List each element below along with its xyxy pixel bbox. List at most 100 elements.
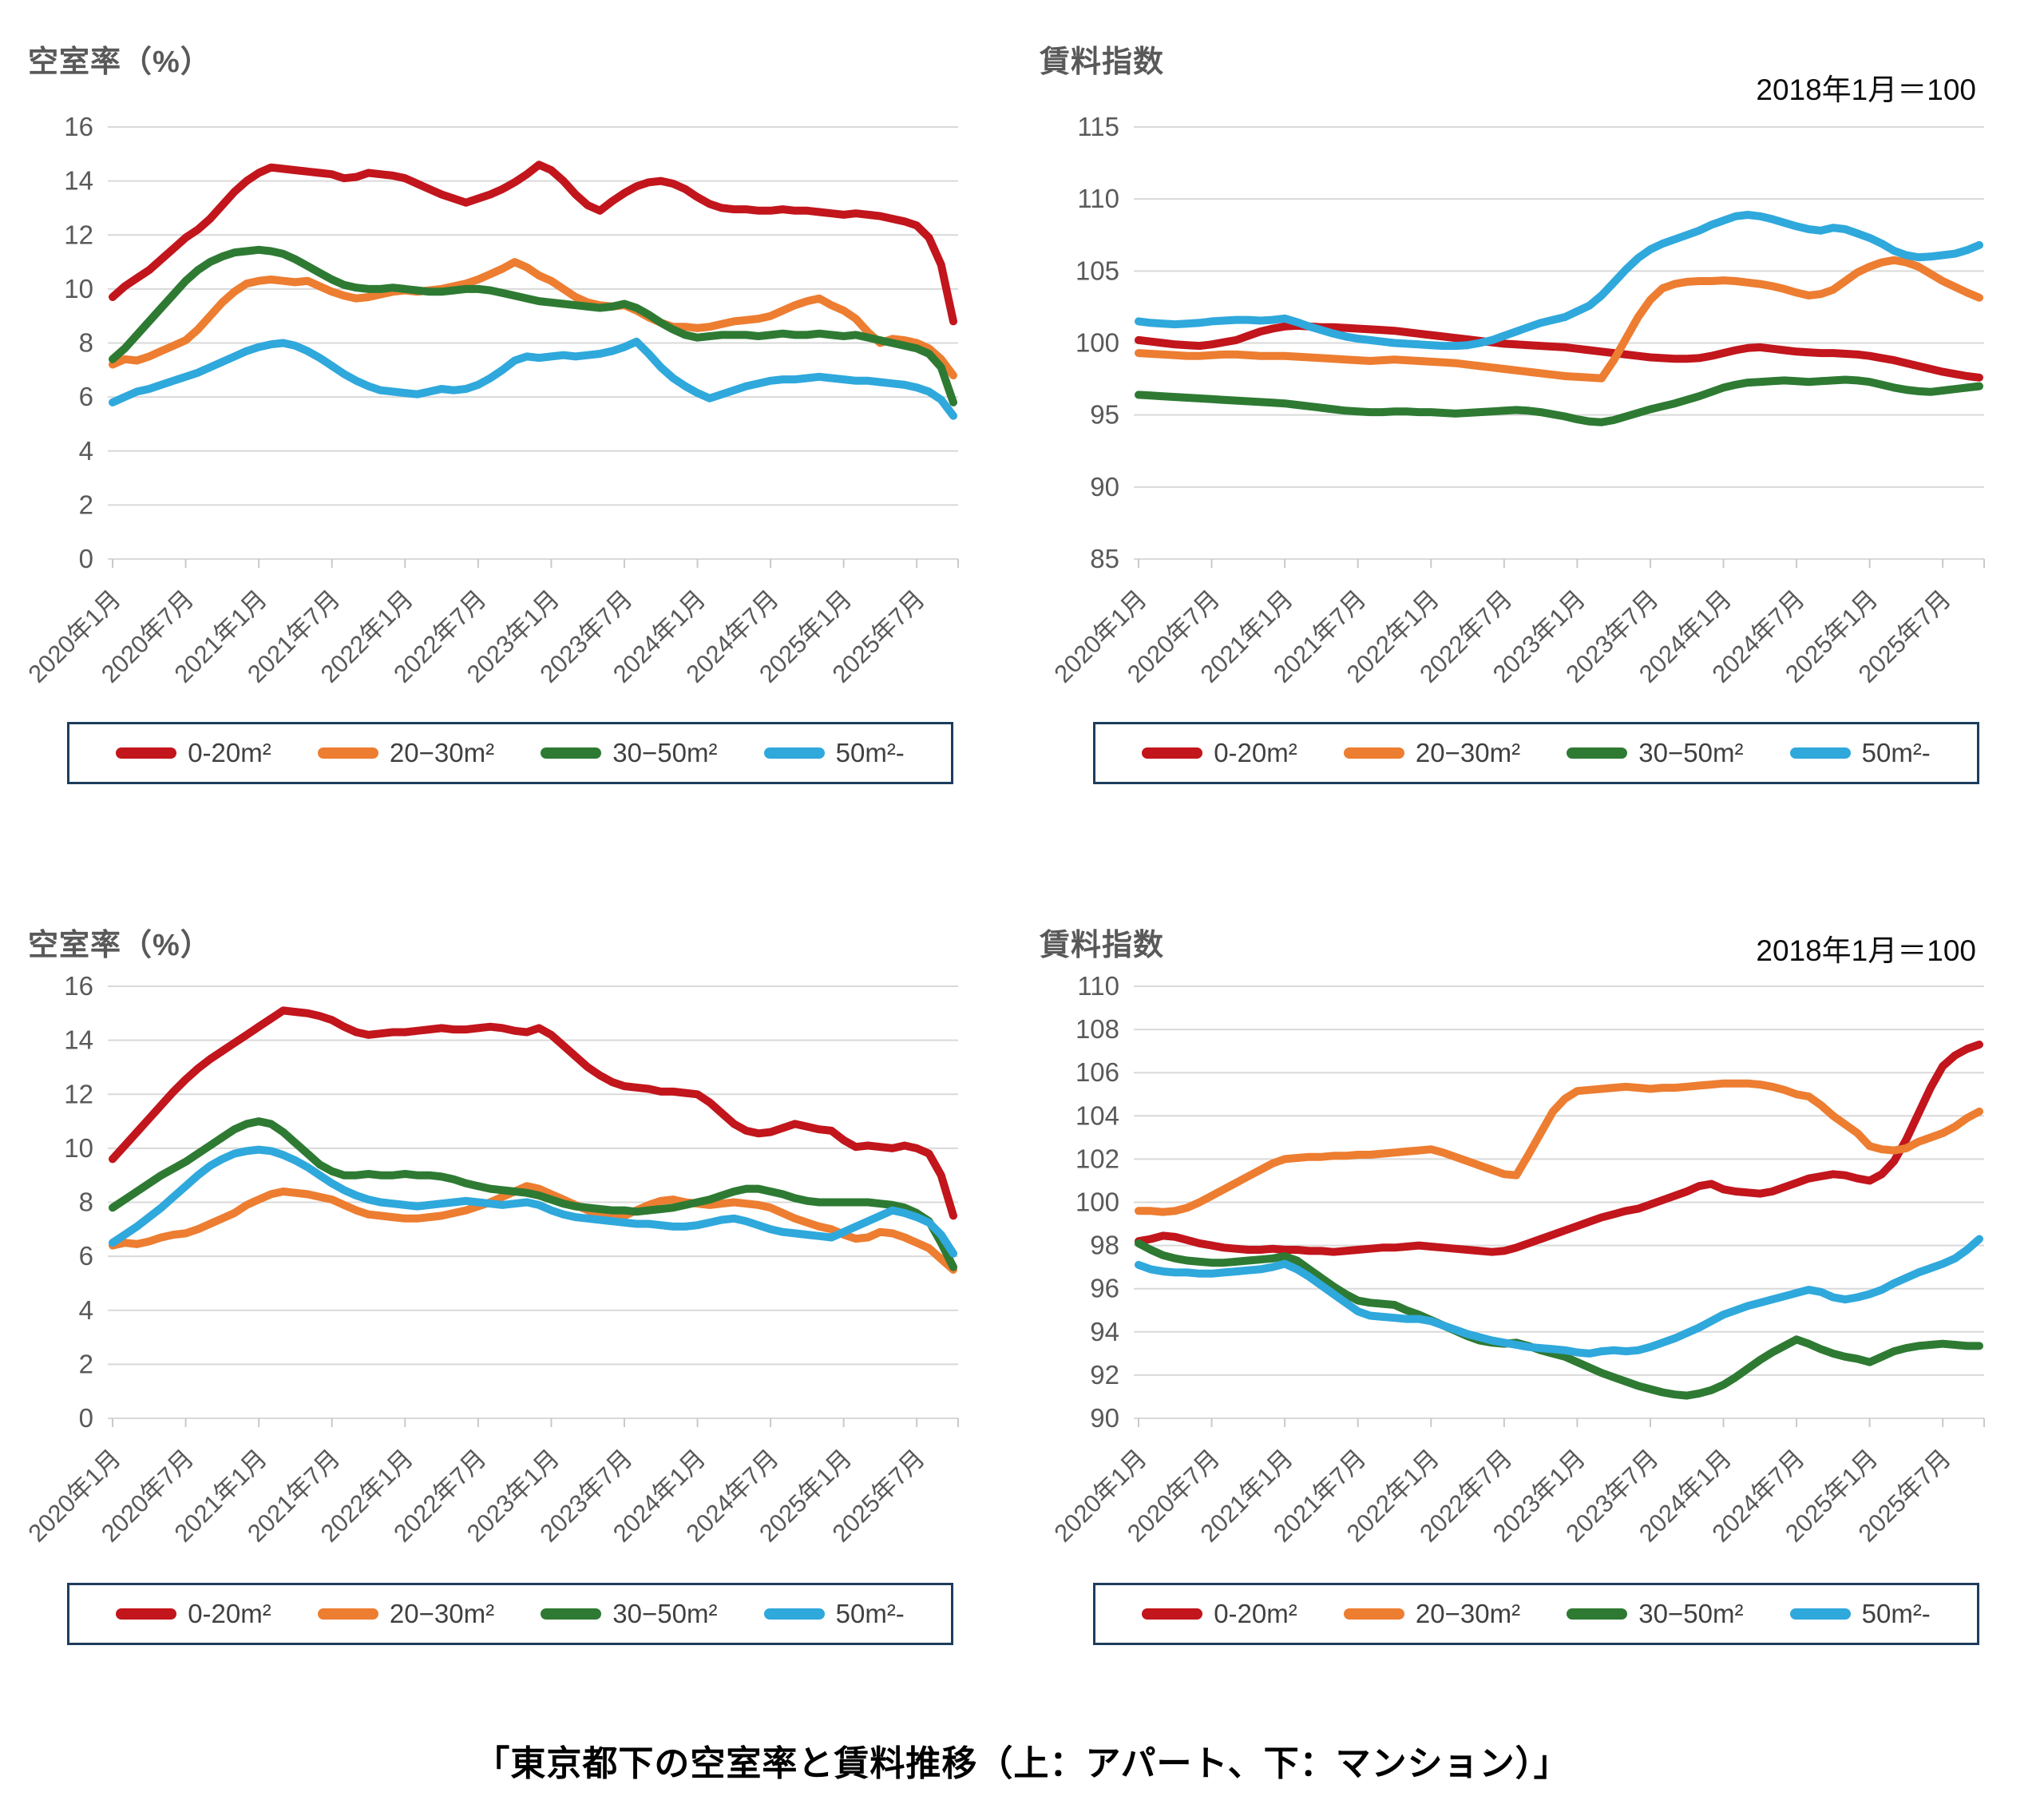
legend-swatch-icon	[541, 747, 602, 759]
series-line-0-20m-	[1135, 1041, 1983, 1256]
legend-vacancy-mansion: 0-20m² 20−30m² 30−50m² 50m²-	[67, 1583, 953, 1645]
chart-title-rent-apartment: 賃料指数	[1040, 45, 1165, 79]
y-axis-tick-label: 2	[79, 490, 93, 519]
legend-swatch-icon	[1343, 747, 1404, 759]
legend-item: 30−50m²	[1567, 1599, 1743, 1629]
series-line-50m-	[109, 337, 957, 420]
y-axis-tick-label: 98	[1090, 1231, 1119, 1260]
y-axis-tick-label: 90	[1090, 1403, 1119, 1433]
y-axis-tick-label: 16	[64, 971, 93, 1001]
legend-label: 0-20m²	[188, 1599, 271, 1628]
y-axis-tick-label: 6	[79, 382, 93, 411]
y-axis-tick-label: 110	[1077, 184, 1119, 213]
y-axis-tick-label: 96	[1090, 1274, 1119, 1303]
series-line-20-30m-	[1135, 256, 1983, 383]
legend-item: 20−30m²	[317, 738, 494, 768]
legend-label: 50m²-	[1861, 738, 1931, 767]
y-axis-tick-label: 85	[1090, 544, 1119, 573]
legend-swatch-icon	[317, 1608, 378, 1620]
series-line-30-50m-	[1135, 375, 1983, 426]
plot-rent-apartment: 1151101051009590852020年1月2020年7月2021年1月2…	[1048, 112, 1985, 688]
y-axis-tick-label: 6	[79, 1241, 93, 1271]
legend-swatch-icon	[1567, 1608, 1628, 1620]
y-axis-tick-label: 110	[1077, 971, 1119, 1001]
y-axis-tick-label: 115	[1077, 112, 1119, 141]
legend-item: 20−30m²	[1343, 738, 1520, 768]
y-axis-tick-label: 4	[79, 436, 93, 466]
legend-item: 50m²-	[763, 738, 905, 768]
y-axis-tick-label: 0	[79, 1403, 93, 1433]
legend-item: 50m²-	[1789, 738, 1931, 768]
legend-swatch-icon	[317, 747, 378, 759]
y-axis-tick-label: 105	[1075, 256, 1119, 285]
y-axis-tick-label: 10	[64, 1133, 93, 1163]
legend-label: 0-20m²	[188, 738, 271, 767]
legend-item: 50m²-	[763, 1599, 905, 1629]
legend-swatch-icon	[1789, 747, 1851, 759]
y-axis-tick-label: 12	[64, 1079, 93, 1108]
legend-label: 30−50m²	[612, 738, 718, 767]
legend-item: 30−50m²	[1567, 738, 1743, 768]
legend-swatch-icon	[763, 747, 825, 759]
y-axis-tick-label: 8	[79, 328, 93, 358]
legend-swatch-icon	[1142, 1608, 1203, 1620]
legend-item: 20−30m²	[1343, 1599, 1520, 1629]
series-line-50m-	[1135, 1235, 1983, 1358]
chart-title-vacancy-mansion: 空室率（%）	[28, 928, 212, 962]
y-axis-tick-label: 0	[79, 544, 93, 573]
legend-item: 30−50m²	[541, 738, 717, 768]
legend-item: 0-20m²	[116, 738, 271, 768]
plot-rent-mansion: 11010810610410210098969492902020年1月2020年…	[1048, 971, 1985, 1548]
legend-swatch-icon	[1343, 1608, 1404, 1620]
series-line-30-50m-	[109, 1117, 957, 1271]
y-axis-tick-label: 102	[1075, 1144, 1119, 1173]
legend-label: 30−50m²	[612, 1599, 718, 1628]
series-line-50m-	[1135, 211, 1983, 351]
legend-label: 30−50m²	[1638, 738, 1744, 767]
legend-label: 50m²-	[835, 738, 905, 767]
y-axis-tick-label: 14	[64, 1025, 93, 1055]
y-axis-tick-label: 4	[79, 1295, 93, 1325]
y-axis-tick-label: 104	[1075, 1100, 1119, 1130]
legend-item: 30−50m²	[541, 1599, 717, 1629]
series-line-20-30m-	[109, 1182, 957, 1274]
legend-label: 0-20m²	[1214, 1599, 1297, 1628]
y-axis-tick-label: 106	[1075, 1057, 1119, 1087]
y-axis-tick-label: 108	[1075, 1014, 1119, 1044]
legend-item: 50m²-	[1789, 1599, 1931, 1629]
legend-label: 20−30m²	[389, 1599, 495, 1628]
series-line-30-50m-	[109, 245, 957, 406]
legend-label: 50m²-	[1861, 1599, 1931, 1628]
index-base-note-mansion: 2018年1月＝100	[1756, 934, 1976, 967]
y-axis-tick-label: 90	[1090, 472, 1119, 502]
legend-label: 0-20m²	[1214, 738, 1297, 767]
legend-label: 50m²-	[835, 1599, 905, 1628]
legend-vacancy-apartment: 0-20m² 20−30m² 30−50m² 50m²-	[67, 722, 953, 784]
legend-rent-mansion: 0-20m² 20−30m² 30−50m² 50m²-	[1093, 1583, 1979, 1645]
legend-swatch-icon	[1789, 1608, 1851, 1620]
plot-vacancy-apartment: 16141210864202020年1月2020年7月2021年1月2021年7…	[22, 112, 959, 688]
series-line-20-30m-	[1135, 1079, 1983, 1216]
legend-item: 0-20m²	[1142, 738, 1297, 768]
y-axis-tick-label: 10	[64, 274, 93, 303]
figure-caption: 「東京都下の空室率と賃料推移（上：アパート、下：マンション）」	[474, 1744, 1570, 1783]
legend-item: 0-20m²	[1142, 1599, 1297, 1629]
y-axis-tick-label: 95	[1090, 400, 1119, 430]
legend-swatch-icon	[541, 1608, 602, 1620]
series-line-30-50m-	[1135, 1239, 1983, 1400]
series-line-0-20m-	[109, 1006, 957, 1220]
y-axis-tick-label: 92	[1090, 1360, 1119, 1390]
series-line-0-20m-	[109, 161, 957, 326]
index-base-note-apartment: 2018年1月＝100	[1756, 73, 1976, 106]
legend-swatch-icon	[1567, 747, 1628, 759]
legend-item: 0-20m²	[116, 1599, 271, 1629]
y-axis-tick-label: 16	[64, 112, 93, 141]
plot-vacancy-mansion: 16141210864202020年1月2020年7月2021年1月2021年7…	[22, 971, 959, 1548]
y-axis-tick-label: 2	[79, 1349, 93, 1378]
y-axis-tick-label: 100	[1075, 1188, 1119, 1217]
legend-rent-apartment: 0-20m² 20−30m² 30−50m² 50m²-	[1093, 722, 1979, 784]
chart-title-rent-mansion: 賃料指数	[1040, 928, 1165, 962]
chart-title-vacancy-apartment: 空室率（%）	[28, 45, 212, 79]
y-axis-tick-label: 8	[79, 1188, 93, 1217]
